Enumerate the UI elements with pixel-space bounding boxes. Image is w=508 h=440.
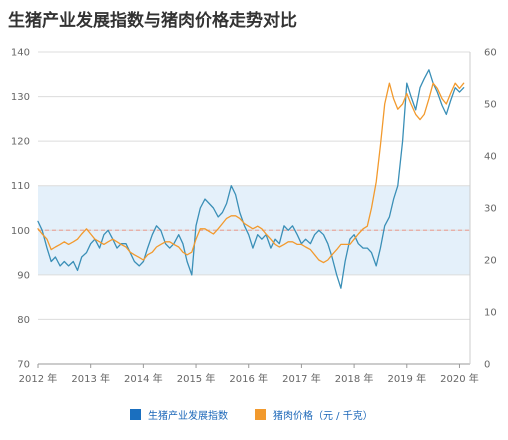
legend-swatch-1 <box>130 409 141 420</box>
y-right-tick-label: 20 <box>484 256 497 267</box>
chart-title: 生猪产业发展指数与猪肉价格走势对比 <box>8 11 297 31</box>
y-right-tick-label: 50 <box>484 100 497 111</box>
y-right-tick-label: 30 <box>484 204 497 215</box>
y-left-tick-label: 130 <box>11 92 30 103</box>
y-right-tick-label: 0 <box>484 360 490 371</box>
series-line-1 <box>37 69 465 289</box>
series-line-2 <box>37 82 465 264</box>
y-left-tick-label: 110 <box>11 181 30 192</box>
x-tick-label: 2014 年 <box>124 372 163 385</box>
x-tick-label: 2015 年 <box>177 372 216 385</box>
x-tick-label: 2012 年 <box>19 372 58 385</box>
y-left-tick-label: 80 <box>17 315 30 326</box>
y-left-tick-label: 120 <box>11 137 30 148</box>
x-tick-label: 2017 年 <box>282 372 321 385</box>
legend-label-1: 生猪产业发展指数 <box>148 409 228 422</box>
x-tick-label: 2019 年 <box>387 372 426 385</box>
y-left-tick-label: 100 <box>11 226 30 237</box>
y-right-tick-label: 10 <box>484 308 497 319</box>
x-tick-label: 2013 年 <box>71 372 110 385</box>
y-right-tick-label: 60 <box>484 48 497 59</box>
y-left-tick-label: 140 <box>11 48 30 59</box>
x-tick-label: 2020 年 <box>440 372 479 385</box>
legend-swatch-2 <box>255 409 266 420</box>
y-left-tick-label: 90 <box>17 270 30 281</box>
y-left-tick-label: 70 <box>17 360 30 371</box>
y-right-tick-label: 40 <box>484 152 497 163</box>
x-tick-label: 2018 年 <box>335 372 374 385</box>
legend-label-2: 猪肉价格（元 / 千克） <box>273 409 373 422</box>
x-tick-label: 2016 年 <box>229 372 268 385</box>
